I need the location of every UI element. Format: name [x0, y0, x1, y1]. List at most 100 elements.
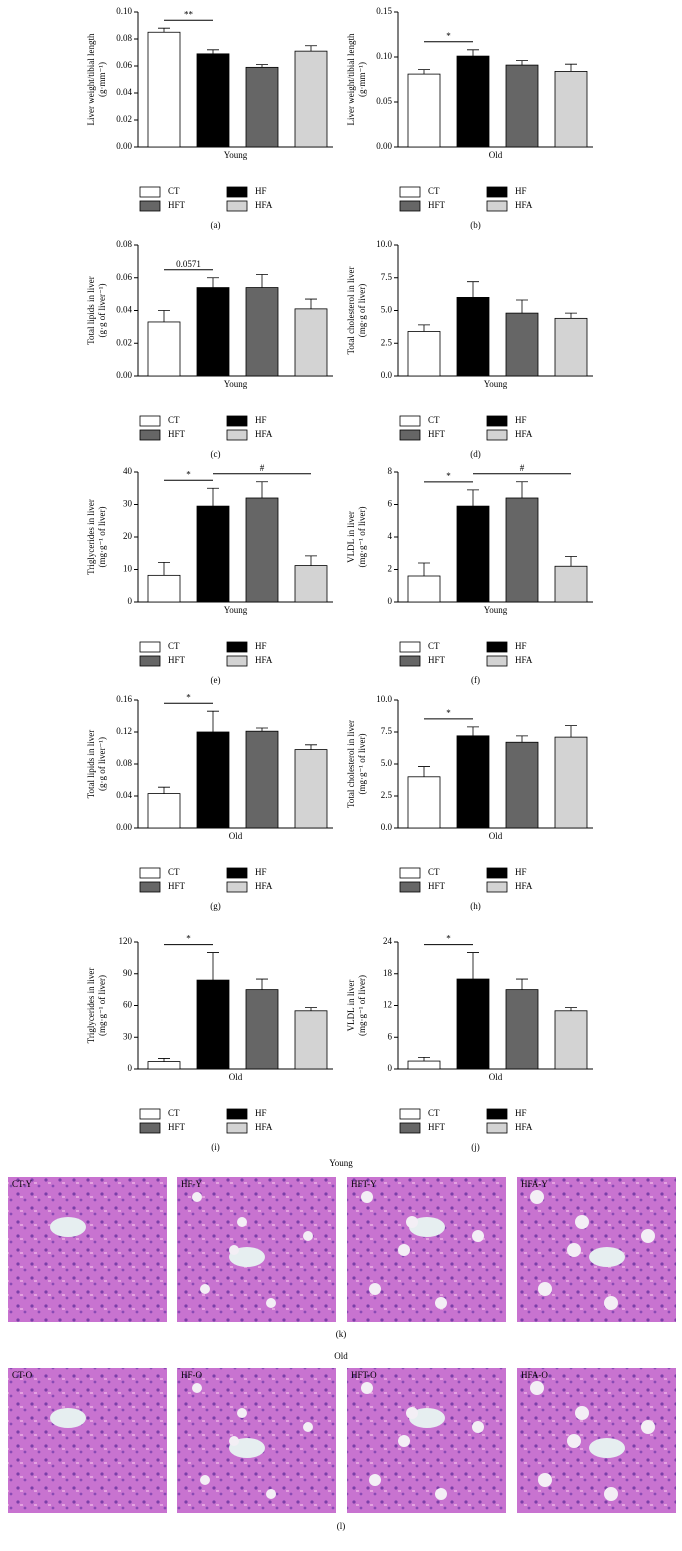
y-tick-label: 0.04 [116, 87, 132, 97]
vacuole [266, 1298, 276, 1308]
error-bar [565, 556, 577, 567]
vacuole [266, 1489, 276, 1499]
legend-label: HF [255, 641, 267, 651]
legend-label: HFA [515, 655, 533, 665]
vacuole [604, 1487, 618, 1501]
legend-swatch [399, 655, 421, 667]
legend-label: CT [428, 415, 440, 425]
vacuole [361, 1191, 373, 1203]
bar [505, 741, 539, 829]
legend-label: HFT [428, 1122, 446, 1132]
histology-image [8, 1177, 167, 1322]
vacuole [229, 1436, 239, 1446]
bar [456, 978, 490, 1070]
legend-swatch [399, 200, 421, 212]
image-label: HFT-O [351, 1370, 377, 1380]
error-bar [158, 310, 170, 322]
panel-label: (c) [211, 449, 221, 459]
legend-swatch [399, 186, 421, 198]
bar [407, 776, 441, 829]
legend-label: HF [515, 1108, 527, 1118]
legend-swatch [486, 1122, 508, 1134]
vacuole [229, 1245, 239, 1255]
error-bar [516, 299, 528, 314]
legend-swatch [399, 1122, 421, 1134]
old-panel: (l) [337, 1521, 346, 1531]
vacuole [237, 1217, 247, 1227]
vessel [589, 1438, 625, 1458]
y-tick-label: 0.08 [116, 758, 132, 768]
error-bar [516, 978, 528, 990]
y-tick-label: 0.02 [116, 114, 132, 124]
legend-label: HFA [255, 881, 273, 891]
legend-swatch [226, 186, 248, 198]
y-axis-label: (mg·g of liver) [357, 284, 367, 337]
legend-label: HFA [255, 655, 273, 665]
legend-swatch [399, 429, 421, 441]
young-panel: (k) [336, 1329, 347, 1339]
vacuole [530, 1190, 544, 1204]
x-axis-label: Young [224, 379, 248, 389]
panel-label: (i) [211, 1142, 220, 1152]
legend-label: HFT [168, 881, 186, 891]
legend-label: HF [515, 186, 527, 196]
error-bar [207, 710, 219, 732]
y-tick-label: 10 [123, 564, 133, 574]
legend-label: HFT [428, 881, 446, 891]
y-axis-label: VLDL in liver [346, 511, 356, 563]
y-tick-label: 7.5 [381, 272, 393, 282]
legend-swatch [486, 415, 508, 427]
y-tick-label: 0.06 [116, 60, 132, 70]
legend-swatch [486, 881, 508, 893]
bar [456, 55, 490, 148]
panel-label: (g) [210, 901, 221, 911]
y-axis-label: Total cholesterol in liver [346, 266, 356, 354]
error-bar [467, 489, 479, 507]
legend-swatch [226, 881, 248, 893]
legend-swatch [226, 867, 248, 879]
vacuole [575, 1406, 589, 1420]
y-tick-label: 0.08 [116, 239, 132, 249]
y-tick-label: 0.16 [116, 694, 132, 704]
y-tick-label: 0 [388, 596, 393, 606]
y-tick-label: 12 [383, 1000, 392, 1010]
legend-swatch [399, 881, 421, 893]
bar [505, 312, 539, 377]
error-bar [418, 766, 430, 777]
bar [245, 989, 279, 1070]
histology-image [347, 1177, 506, 1322]
vacuole [538, 1282, 552, 1296]
error-bar [305, 1007, 317, 1011]
legend-swatch [226, 641, 248, 653]
y-tick-label: 0.04 [116, 305, 132, 315]
x-axis-label: Old [229, 1072, 243, 1082]
legend-swatch [486, 655, 508, 667]
vacuole [369, 1474, 381, 1486]
y-axis-label: Liver weight/tibial length [86, 33, 96, 125]
significance-label: # [520, 463, 525, 473]
legend-label: HFA [255, 200, 273, 210]
panel-label: (d) [470, 449, 481, 459]
y-tick-label: 0.05 [376, 96, 392, 106]
legend-label: HFT [168, 200, 186, 210]
vacuole [237, 1408, 247, 1418]
y-tick-label: 120 [119, 936, 133, 946]
bar [294, 50, 328, 148]
image-label: CT-O [12, 1370, 33, 1380]
legend-swatch [486, 186, 508, 198]
legend-swatch [226, 1122, 248, 1134]
y-axis-label: (g·g of liver⁻¹) [97, 284, 107, 338]
panel-label: (j) [471, 1142, 480, 1152]
legend-swatch [226, 655, 248, 667]
image-label: HF-Y [181, 1179, 203, 1189]
vacuole [406, 1407, 418, 1419]
legend-swatch [399, 867, 421, 879]
y-axis-label: VLDL in liver [346, 980, 356, 1032]
legend-label: CT [168, 641, 180, 651]
legend-label: CT [168, 415, 180, 425]
legend-label: HFT [428, 429, 446, 439]
significance-label: * [186, 934, 191, 944]
error-bar [256, 481, 268, 498]
y-tick-label: 5.0 [381, 758, 393, 768]
